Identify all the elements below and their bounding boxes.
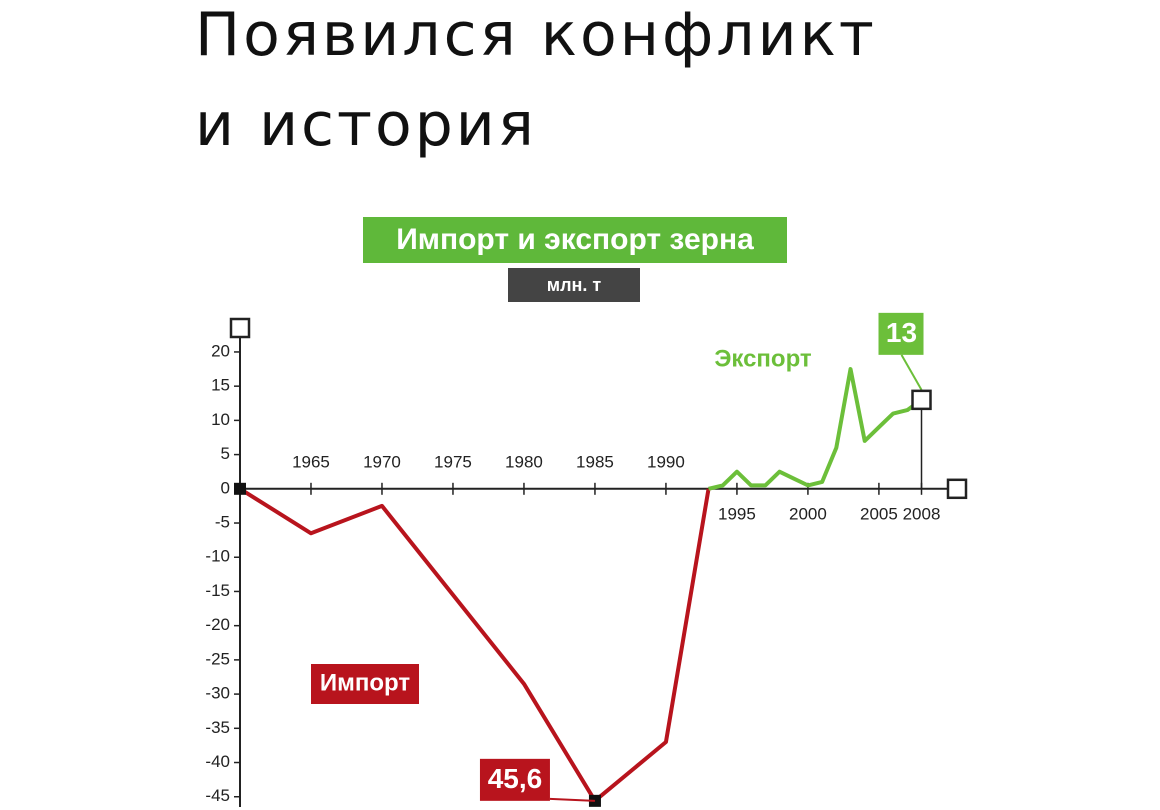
y-tick-label: -30 [205,684,230,703]
y-tick-label: 20 [211,341,230,360]
chart-subtitle: млн. т [547,275,602,295]
value-label: 45,6 [488,763,543,794]
y-tick-label: -25 [205,649,230,668]
point-marker [911,389,932,411]
y-tick-label: -45 [205,786,230,805]
y-tick-label: -35 [205,718,230,737]
chart-title: Импорт и экспорт зерна [396,223,754,256]
series-line [238,487,711,803]
x-tick-label: 1995 [718,504,756,523]
value-label-box [479,758,550,801]
y-tick-label: -15 [205,581,230,600]
series-line [708,367,923,491]
axis-end [946,478,968,500]
leader [900,354,923,391]
axis-end [229,317,251,339]
y-tick-label: 15 [211,376,230,395]
x-tick-label: 1985 [576,452,614,471]
series-label: Экспорт [714,345,812,372]
start-point [234,482,246,495]
x-tick-label: 1975 [434,452,472,471]
series-label-box [311,664,419,704]
subtitle-banner [508,268,640,302]
x-tick-label: 1990 [647,452,685,471]
value-label: 13 [886,317,917,348]
x-tick-label: 2008 [903,504,941,523]
y-tick-label: 10 [211,410,230,429]
series-label: Импорт [320,669,411,696]
slide-title: Появился конфликт [195,0,877,70]
value-label-box [878,312,924,355]
series-label-box [708,340,818,380]
title-banner [363,217,787,263]
y-tick-label: 0 [221,478,230,497]
x-tick-label: 1970 [363,452,401,471]
slide-title: и история [195,90,537,160]
x-tick-label: 2000 [789,504,827,523]
y-tick-label: -20 [205,615,230,634]
x-tick-label: 1965 [292,452,330,471]
leader [549,797,595,802]
y-tick-label: -10 [205,547,230,566]
y-tick-label: -40 [205,752,230,771]
y-tick-label: -5 [215,513,230,532]
x-tick-label: 1980 [505,452,543,471]
y-tick-label: 5 [221,444,230,463]
x-tick-label: 2005 [860,504,898,523]
